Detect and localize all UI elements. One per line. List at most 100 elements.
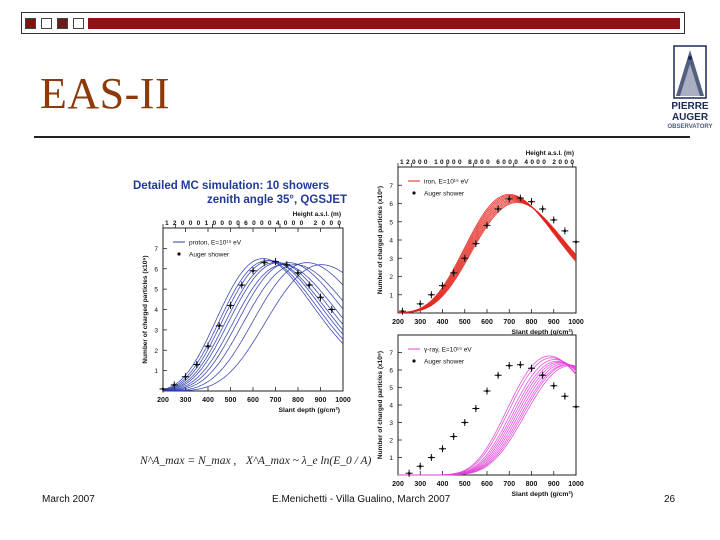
figure-header-line-1: Detailed MC simulation: 10 showers <box>133 180 329 192</box>
sim-shower-curve-10 <box>163 264 344 392</box>
auger-logo-icon <box>673 45 707 99</box>
sim-shower-curve-4 <box>162 262 344 391</box>
y-tick-label: 6 <box>389 368 393 375</box>
y-tick-label: 2 <box>389 438 393 445</box>
top-axis-label: Height a.s.l. (m) <box>526 150 574 157</box>
legend-marker-swatch <box>412 359 416 363</box>
auger-point-8 <box>485 389 489 393</box>
x-tick-label: 800 <box>526 481 538 488</box>
auger-point-1 <box>401 309 404 313</box>
x-tick-label: 900 <box>315 397 327 404</box>
auger-point-13 <box>541 207 544 211</box>
legend: iron, E=10¹⁹ eV Auger shower <box>408 179 469 198</box>
auger-point-1 <box>407 471 411 475</box>
auger-shower-points <box>398 194 580 315</box>
y-tick-label: 1 <box>389 292 393 299</box>
auger-point-9 <box>496 207 500 211</box>
y-tick-label: 6 <box>389 201 393 208</box>
x-tick-label: 500 <box>225 397 237 404</box>
plot-frame <box>397 166 577 314</box>
auger-point-15 <box>563 394 567 398</box>
auger-point-10 <box>507 197 511 201</box>
x-tick-label: 500 <box>459 481 471 488</box>
auger-point-15 <box>563 229 567 233</box>
auger-point-13 <box>296 271 300 275</box>
y-axis-label: Number of charged particles (x10⁹) <box>377 186 384 294</box>
sim-shower-curve-2 <box>162 260 344 391</box>
legend-label-sim: iron, E=10¹⁹ eV <box>424 179 469 186</box>
plot-frame <box>162 227 344 392</box>
auger-point-8 <box>485 224 489 227</box>
logo-text-line-1: PIERRE <box>671 101 709 112</box>
y-tick-label: 4 <box>154 307 158 314</box>
x-tick-label: 700 <box>503 319 515 326</box>
auger-point-5 <box>452 271 455 275</box>
auger-point-12 <box>530 366 533 370</box>
y-tick-label: 5 <box>154 287 158 294</box>
top-bar <box>21 12 685 34</box>
x-tick-label: 300 <box>414 319 426 326</box>
x-tick-label: 400 <box>437 481 449 488</box>
x-tick-label: 800 <box>526 319 538 326</box>
legend-marker-swatch <box>177 252 181 256</box>
auger-point-9 <box>496 373 500 377</box>
auger-point-11 <box>519 196 522 200</box>
bar-square-4 <box>73 18 84 29</box>
auger-point-6 <box>217 324 221 328</box>
y-tick-label: 1 <box>154 368 158 375</box>
proton-panel: 200 300 400 500 600 700 800 900 1000 1 2 3 4 5 6 7 Slant… <box>142 211 351 414</box>
y-tick-label: 3 <box>154 327 158 334</box>
y-tick-label: 7 <box>389 183 393 190</box>
auger-point-7 <box>229 304 232 307</box>
x-axis-label: Slant depth (g/cm²) <box>511 329 573 336</box>
auger-shower-points <box>405 361 580 477</box>
x-tick-label: 900 <box>548 319 560 326</box>
auger-point-14 <box>552 384 556 388</box>
auger-point-10 <box>507 364 511 367</box>
auger-point-4 <box>441 284 444 287</box>
x-tick-label: 800 <box>292 397 304 404</box>
gamma-panel: 200 300 400 500 600 700 800 900 1000 1 2 3 4 5 6 7 Slant… <box>377 334 584 498</box>
auger-point-11 <box>274 260 277 263</box>
bar-square-1 <box>25 18 36 29</box>
y-tick-label: 1 <box>389 455 393 462</box>
auger-point-3 <box>430 456 433 459</box>
page-number: 26 <box>664 494 676 505</box>
auger-point-2 <box>418 302 422 306</box>
y-tick-label: 6 <box>154 266 158 273</box>
x-tick-label: 600 <box>247 397 259 404</box>
sim-shower-curve-1 <box>162 258 344 390</box>
x-tick-label: 600 <box>481 481 493 488</box>
x-tick-label: 600 <box>481 319 493 326</box>
formula-xmax: X^A_max ~ λ_e ln(E_0 / A) <box>245 455 372 467</box>
auger-point-5 <box>206 344 210 348</box>
x-tick-label: 300 <box>180 397 192 404</box>
sim-shower-curve-7 <box>163 262 344 392</box>
x-tick-label: 200 <box>157 397 169 404</box>
y-tick-label: 4 <box>389 238 393 245</box>
legend-label-sim: γ-ray, E=10¹⁹ eV <box>424 347 472 354</box>
y-tick-label: 7 <box>389 350 393 357</box>
auger-point-10 <box>262 261 266 264</box>
auger-point-4 <box>195 363 199 366</box>
sim-shower-curve-10 <box>398 365 577 476</box>
y-tick-label: 5 <box>389 219 393 226</box>
logo-text-line-3: OBSERVATORY <box>667 124 713 130</box>
title-rule <box>34 136 690 138</box>
auger-point-3 <box>430 293 433 297</box>
slide-title: EAS-II <box>40 69 171 118</box>
auger-point-13 <box>541 373 544 377</box>
bar-square-3 <box>57 18 68 29</box>
auger-point-14 <box>307 283 311 287</box>
iron-panel: 200 300 400 500 600 700 800 900 1000 1 2 3 4 5 6 7 Slant… <box>377 150 584 336</box>
x-tick-label: 200 <box>392 481 404 488</box>
auger-point-7 <box>474 407 478 410</box>
auger-point-4 <box>441 447 444 451</box>
simulated-showers <box>398 355 577 476</box>
x-tick-label: 500 <box>459 319 471 326</box>
x-tick-label: 400 <box>202 397 214 404</box>
x-tick-label: 700 <box>270 397 282 404</box>
y-tick-label: 7 <box>154 246 158 253</box>
auger-point-7 <box>474 242 478 245</box>
